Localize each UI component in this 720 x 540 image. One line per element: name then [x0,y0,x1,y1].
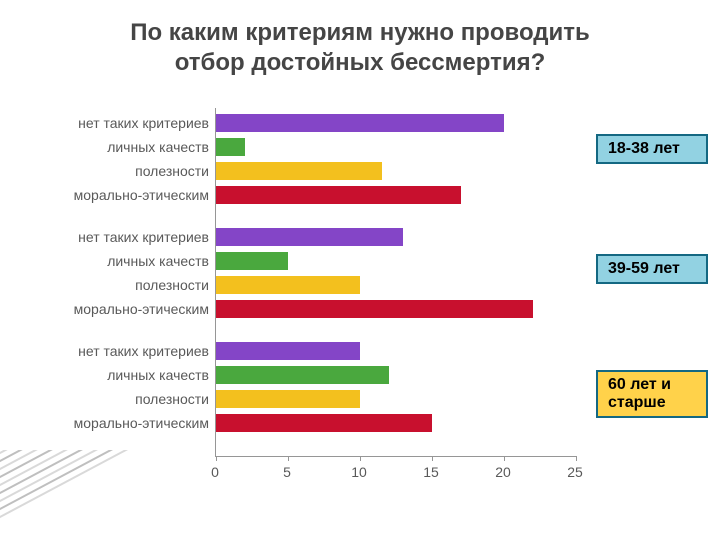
xtick-label: 20 [495,464,511,480]
bar [216,228,403,246]
xtick-label: 10 [351,464,367,480]
bar [216,186,461,204]
slide: По каким критериям нужно проводить отбор… [0,0,720,540]
xtick-label: 5 [283,464,291,480]
title-line-2: отбор достойных бессмертия? [0,48,720,78]
bar [216,366,389,384]
ylabel: личных качеств [107,139,209,155]
bar [216,414,432,432]
ylabel: нет таких критериев [78,343,209,359]
age-group-box: 39-59 лет [596,254,708,284]
plot-area [215,108,576,457]
age-group-box: 18-38 лет [596,134,708,164]
bar [216,276,360,294]
bar [216,162,382,180]
ylabel: морально-этическим [74,187,209,203]
xtick-label: 25 [567,464,583,480]
ylabel: личных качеств [107,367,209,383]
ylabel: полезности [135,277,209,293]
chart-area: нет таких критериев личных качеств полезно… [30,108,585,488]
ylabel: полезности [135,391,209,407]
bar [216,300,533,318]
title-line-1: По каким критериям нужно проводить [0,18,720,48]
xtick-label: 0 [211,464,219,480]
xtick-label: 15 [423,464,439,480]
age-group-box: 60 лет и старше [596,370,708,418]
bar [216,342,360,360]
slide-title: По каким критериям нужно проводить отбор… [0,18,720,78]
bar [216,114,504,132]
bar [216,252,288,270]
ylabel: морально-этическим [74,301,209,317]
ylabel: нет таких критериев [78,229,209,245]
ylabel: полезности [135,163,209,179]
ylabel: нет таких критериев [78,115,209,131]
ylabel: морально-этическим [74,415,209,431]
bar [216,390,360,408]
ylabel: личных качеств [107,253,209,269]
bar [216,138,245,156]
